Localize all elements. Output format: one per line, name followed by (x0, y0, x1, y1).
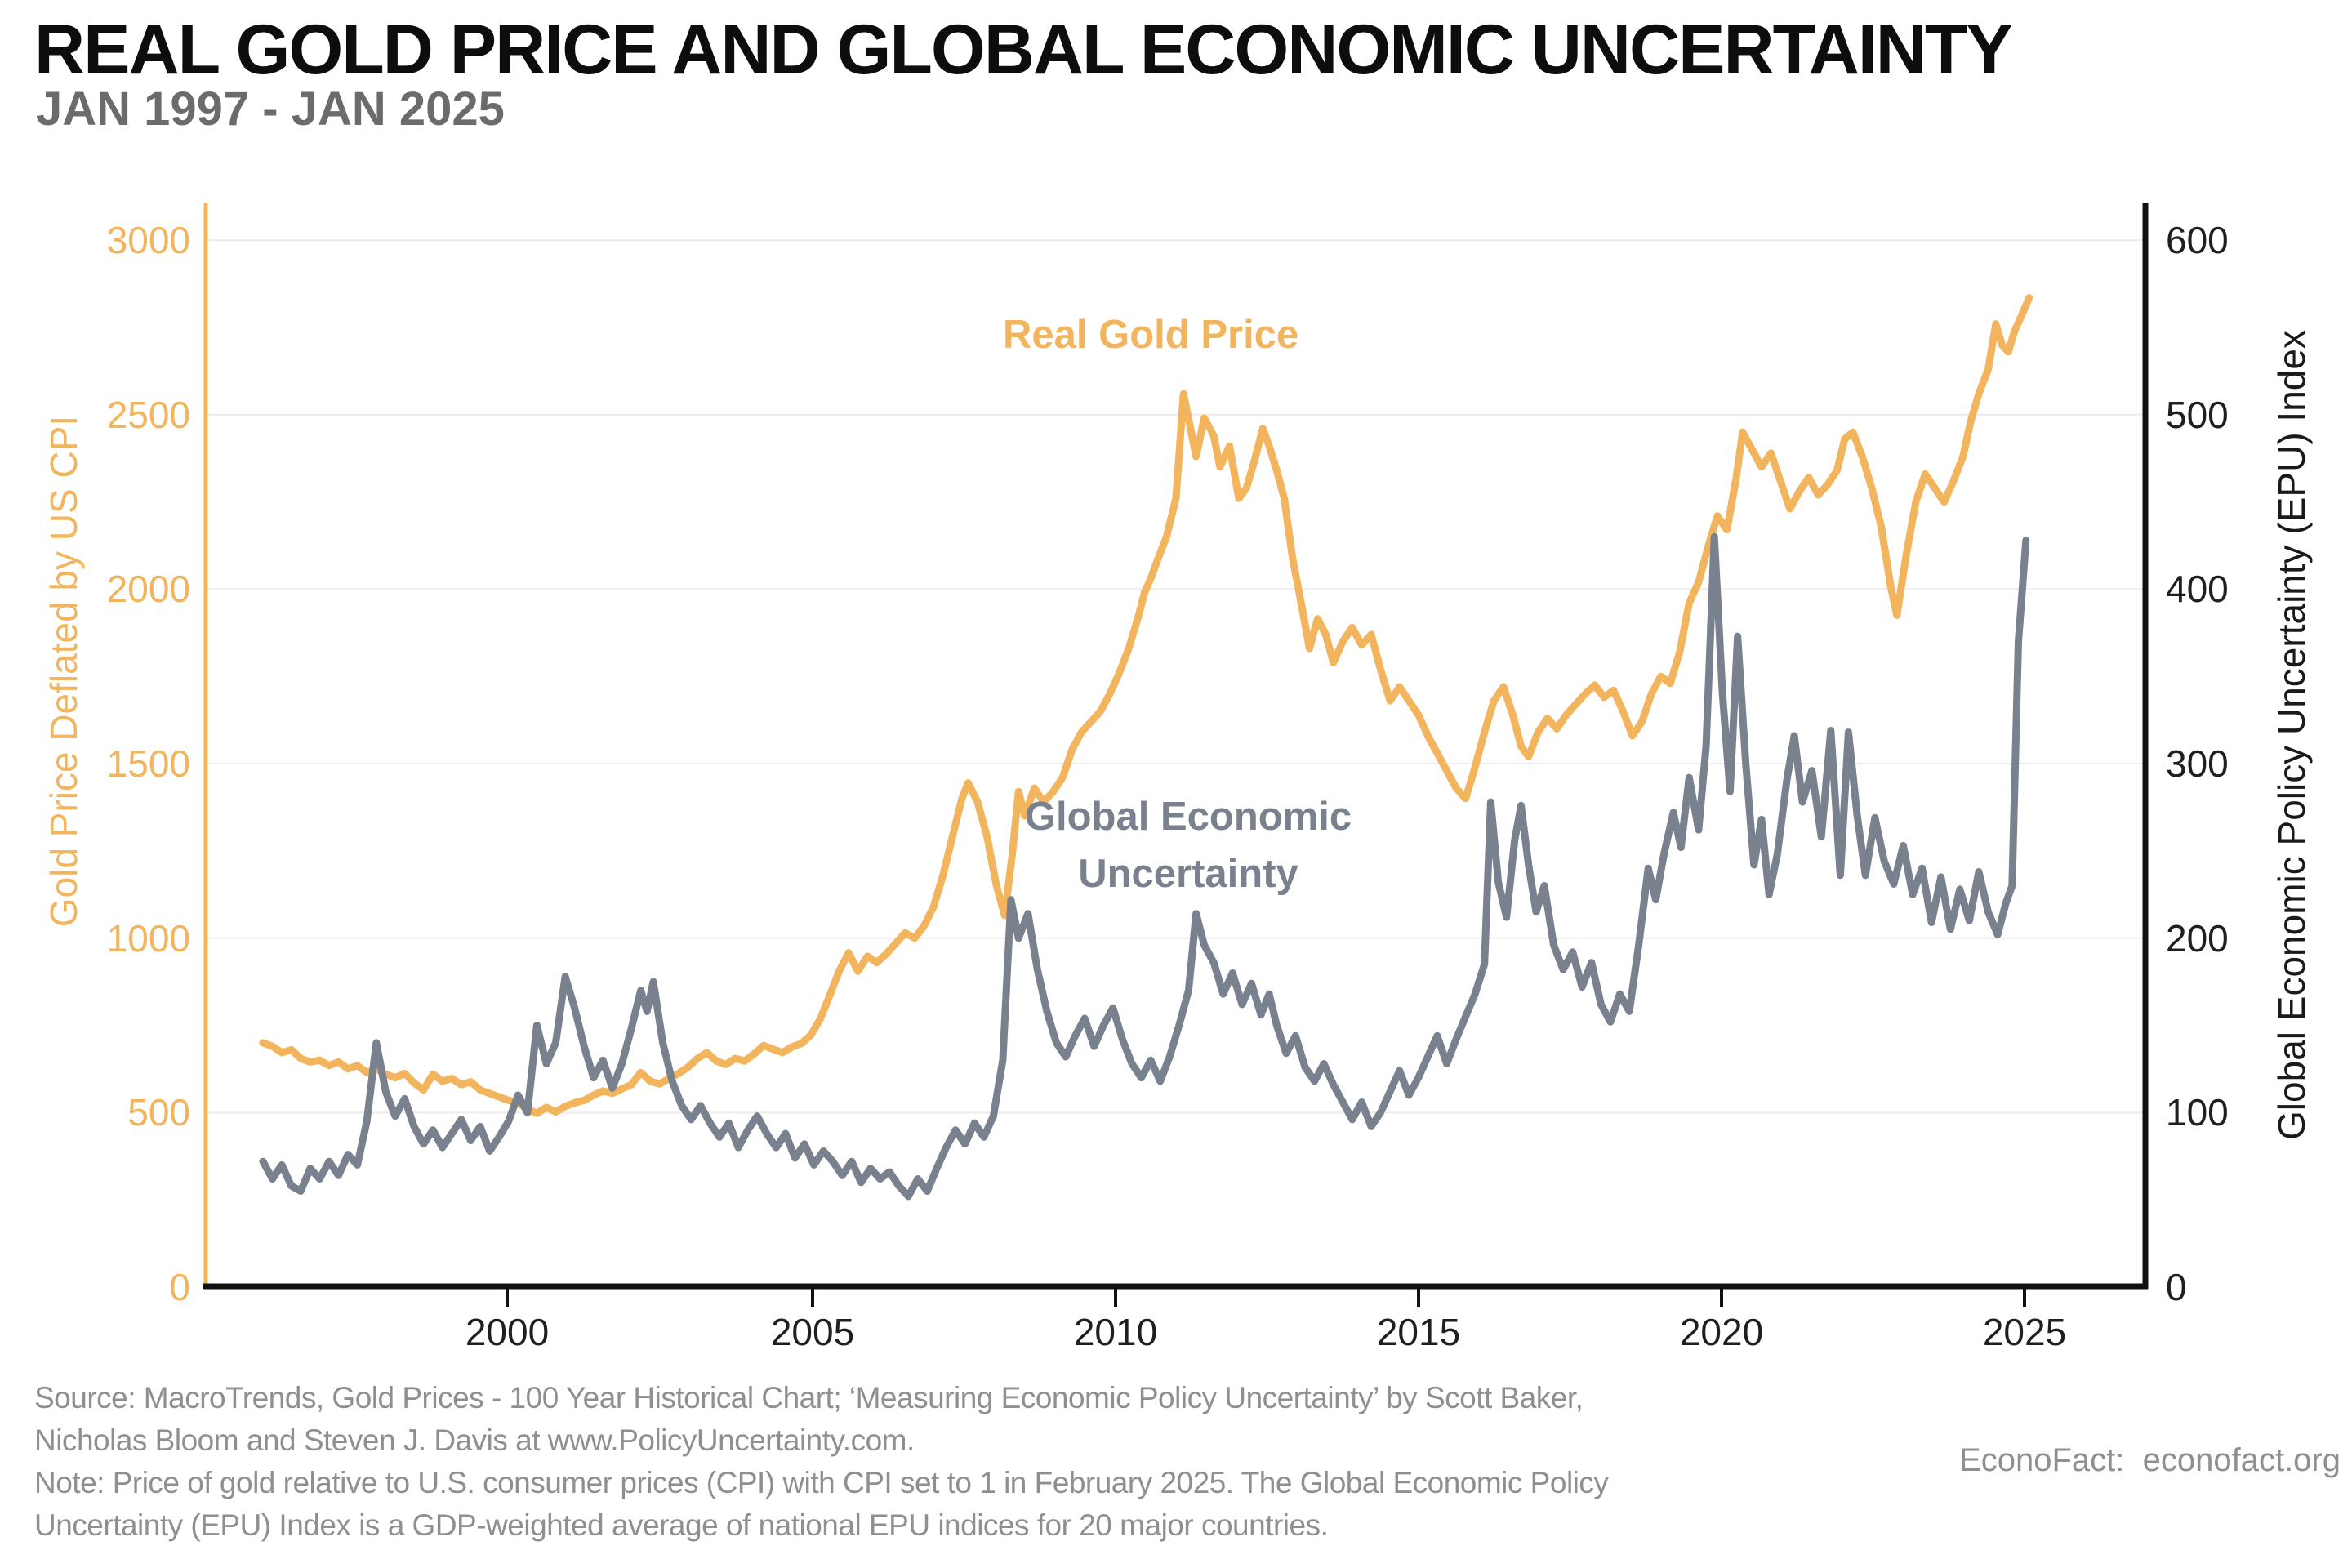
source-line: Source: MacroTrends, Gold Prices - 100 Y… (34, 1381, 1584, 1414)
brand-site: econofact.org (2142, 1442, 2341, 1478)
y-tick-label-left: 500 (127, 1091, 190, 1134)
x-tick-label: 2020 (1679, 1311, 1764, 1353)
y-tick-label-left: 1500 (106, 742, 190, 786)
right-axis-title: Global Economic Policy Uncertainty (EPU)… (2270, 330, 2313, 1140)
series-label-gold: Real Gold Price (1003, 313, 1299, 357)
source-line: Nicholas Bloom and Steven J. Davis at ww… (34, 1423, 915, 1457)
epu-index-line (259, 532, 2030, 1200)
brand-name: EconoFact: (1959, 1442, 2125, 1478)
x-tick-label: 2005 (770, 1311, 855, 1353)
y-tick-label-left: 0 (169, 1266, 190, 1308)
series-label-epu: Global Economic Uncertainty (1025, 788, 1352, 902)
y-tick-label-left: 2500 (106, 393, 190, 436)
y-tick-label-right: 600 (2166, 219, 2229, 262)
x-tick-label: 2000 (465, 1311, 550, 1353)
source-line: Note: Price of gold relative to U.S. con… (34, 1466, 1609, 1499)
series-label-epu-line1: Global Economic (1024, 795, 1352, 839)
y-tick-label-right: 100 (2166, 1091, 2229, 1134)
chart-subtitle: JAN 1997 - JAN 2025 (36, 82, 505, 136)
y-tick-label-right: 0 (2166, 1266, 2187, 1308)
econofact-branding: EconoFact: econofact.org (1959, 1442, 2341, 1479)
y-tick-label-right: 300 (2166, 742, 2229, 786)
x-tick-label: 2015 (1376, 1311, 1461, 1353)
y-tick-label-left: 3000 (106, 219, 190, 262)
source-line: Uncertainty (EPU) Index is a GDP-weighte… (34, 1508, 1329, 1542)
y-tick-label-right: 200 (2166, 916, 2229, 960)
gold-price-line (259, 294, 2034, 1117)
y-tick-label-right: 500 (2166, 393, 2229, 436)
x-tick-label: 2025 (1982, 1311, 2067, 1353)
y-tick-label-left: 1000 (106, 916, 190, 960)
series-label-epu-line2: Uncertainty (1078, 852, 1298, 896)
x-tick-label: 2010 (1073, 1311, 1158, 1353)
left-axis-title: Gold Price Deflated by US CPI (42, 415, 85, 928)
y-tick-label-right: 400 (2166, 568, 2229, 611)
source-note: Source: MacroTrends, Gold Prices - 100 Y… (34, 1377, 1609, 1547)
y-tick-label-left: 2000 (106, 568, 190, 611)
chart-title: REAL GOLD PRICE AND GLOBAL ECONOMIC UNCE… (34, 11, 2013, 89)
